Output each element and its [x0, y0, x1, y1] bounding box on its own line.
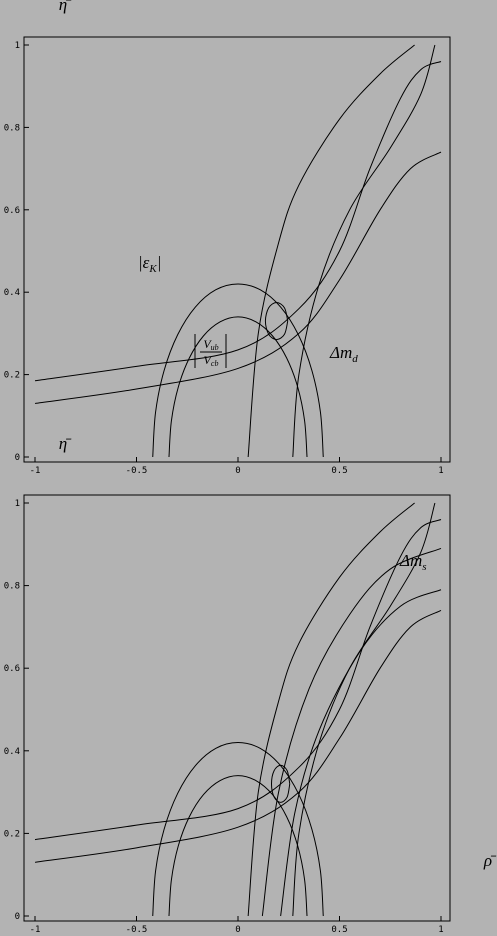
annotation-base: |ε [138, 253, 150, 272]
numerator-base: V [203, 337, 212, 351]
y-axis-label: η̄ [59, 434, 72, 453]
annotation-sub: d [352, 353, 358, 365]
y-tick-label: 0.4 [4, 747, 20, 757]
numerator-sub: ub [211, 343, 219, 352]
y-tick-label: 1 [15, 41, 20, 51]
x-axis-label: ρ̄ [483, 851, 497, 870]
y-tick-label: 1 [15, 499, 20, 509]
constraint-curve [247, 44, 415, 458]
y-tick-label: 0.4 [4, 288, 20, 298]
constraint-curve [34, 609, 442, 863]
constraint-curve [34, 519, 442, 841]
constraint-curve [270, 764, 291, 803]
x-tick-label: 0.5 [331, 925, 347, 935]
plot-frame [23, 494, 451, 922]
y-tick-label: 0.8 [4, 123, 20, 133]
constraint-curve [34, 61, 442, 382]
x-tick-label: -1 [30, 925, 41, 935]
denominator: Vcb [204, 353, 219, 368]
denominator-base: V [204, 353, 213, 367]
constraint-curve [168, 316, 308, 458]
constraint-curve [292, 44, 436, 458]
x-tick-label: -0.5 [126, 466, 148, 476]
annotation: |εK| [138, 253, 161, 275]
y-axis-label: η̄ [59, 0, 72, 14]
numerator: Vub [203, 337, 218, 352]
annotation-base: Δm [399, 551, 422, 570]
constraint-curve [280, 589, 442, 917]
x-tick-label: 1 [438, 466, 443, 476]
constraint-curve [264, 301, 289, 341]
constraint-curve [34, 151, 442, 404]
constraint-curve [168, 775, 308, 917]
x-tick-label: 1 [438, 925, 443, 935]
y-tick-label: 0.6 [4, 206, 20, 216]
constraint-curve [261, 547, 442, 917]
y-tick-label: 0 [15, 453, 20, 463]
annotation: Δmd [329, 343, 358, 365]
annotation-base: Δm [329, 343, 352, 362]
y-tick-label: 0.2 [4, 829, 20, 839]
y-tick-label: 0.2 [4, 371, 20, 381]
annotation-sub: K [148, 263, 157, 275]
denominator-sub: cb [211, 359, 219, 368]
constraint-curve [292, 502, 436, 917]
y-tick-label: 0 [15, 912, 20, 922]
plot-frame [23, 36, 451, 463]
x-tick-label: -1 [30, 466, 41, 476]
y-tick-label: 0.8 [4, 582, 20, 592]
y-tick-label: 0.6 [4, 664, 20, 674]
constraint-curve [152, 283, 324, 458]
annotation: Δms [399, 551, 427, 573]
annotation-tail: | [157, 253, 162, 272]
annotation-sub: s [422, 561, 426, 573]
x-tick-label: 0 [235, 466, 240, 476]
constraint-curve [152, 742, 324, 917]
x-tick-label: -0.5 [126, 925, 148, 935]
constraint-curve [247, 502, 415, 917]
x-tick-label: 0.5 [331, 466, 347, 476]
x-tick-label: 0 [235, 925, 240, 935]
